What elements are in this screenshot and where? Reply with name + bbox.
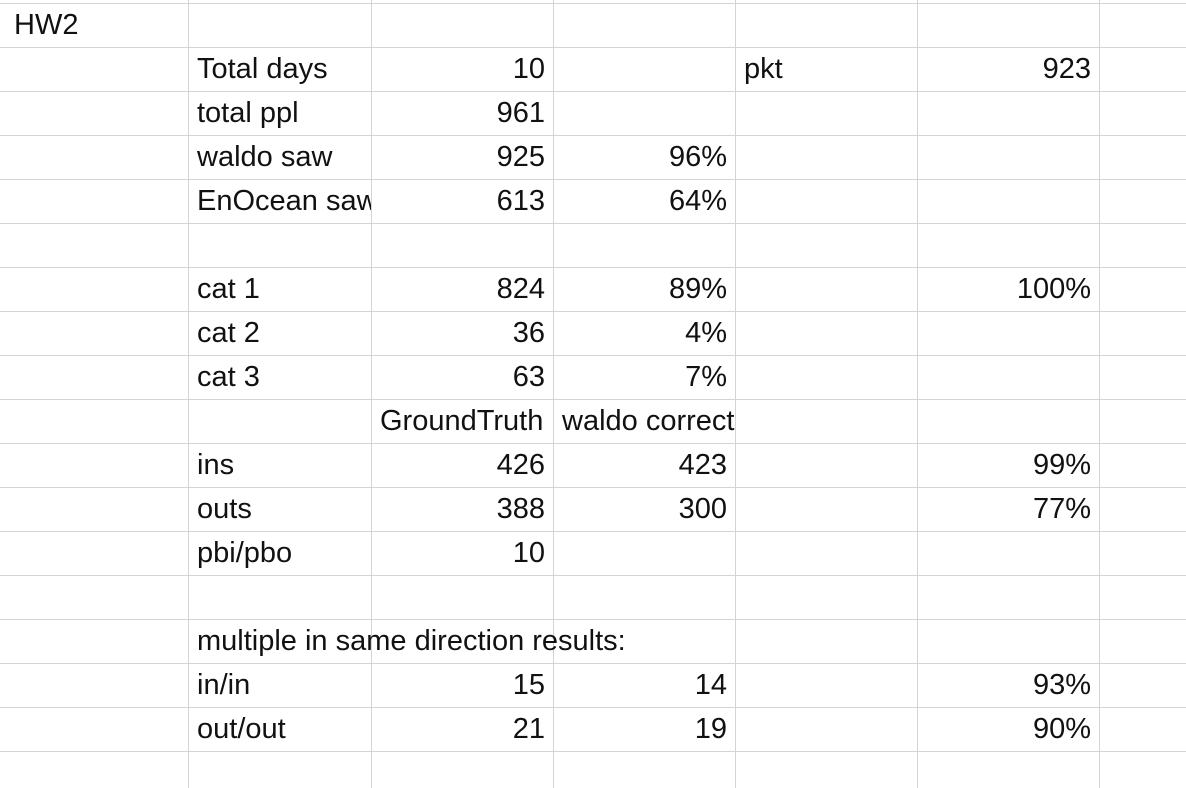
cell-value[interactable]: 426 [496,449,545,481]
cell-value[interactable]: 93% [1032,669,1091,701]
grid-line [0,355,1186,356]
grid-line [1099,0,1100,788]
cell-value[interactable]: 925 [496,141,545,173]
grid-line [188,0,189,788]
grid-line [0,751,1186,752]
cell-value[interactable]: 923 [1042,53,1091,85]
cell-value[interactable]: 36 [512,317,545,349]
cell-label[interactable]: in/in [197,669,251,701]
grid-line [0,619,1186,620]
cell-value[interactable]: 21 [512,713,545,745]
cell-value[interactable]: 63 [512,361,545,393]
cell-header[interactable]: waldo correct [562,405,735,437]
cell-value[interactable]: 15 [512,669,545,701]
cell-value[interactable]: 4% [685,317,727,349]
cell-value[interactable]: 19 [694,713,727,745]
cell-value[interactable]: 388 [496,493,545,525]
cell-value[interactable]: 90% [1032,713,1091,745]
grid-line [0,91,1186,92]
cell-value[interactable]: 300 [678,493,727,525]
grid-line [0,663,1186,664]
grid-line [0,311,1186,312]
cell-label[interactable]: multiple in same direction results: [197,625,626,657]
grid-line [371,0,372,788]
cell-label[interactable]: ins [197,449,235,481]
cell-label[interactable]: cat 3 [197,361,260,393]
grid-line [735,0,736,788]
grid-line [0,179,1186,180]
cell-label[interactable]: cat 1 [197,273,260,305]
grid-line [553,0,554,788]
cell-value[interactable]: 10 [512,537,545,569]
grid-line [0,267,1186,268]
cell-value[interactable]: 7% [685,361,727,393]
cell-value[interactable]: 961 [496,97,545,129]
cell-value[interactable]: 100% [1016,273,1091,305]
grid-line [0,399,1186,400]
cell-value[interactable]: 423 [678,449,727,481]
grid-line [0,47,1186,48]
cell-label[interactable]: Total days [197,53,328,85]
grid-line [917,0,918,788]
cell-label[interactable]: pbi/pbo [197,537,293,569]
cell-value[interactable]: 824 [496,273,545,305]
grid-line [0,3,1186,4]
grid-line [0,443,1186,444]
cell-a1[interactable]: HW2 [14,9,79,41]
cell-value[interactable]: 77% [1032,493,1091,525]
cell-value[interactable]: pkt [744,53,783,85]
grid-line [0,223,1186,224]
grid-line [0,531,1186,532]
cell-label[interactable]: cat 2 [197,317,260,349]
grid-line [0,707,1186,708]
cell-value[interactable]: 613 [496,185,545,217]
cell-label[interactable]: total ppl [197,97,299,129]
cell-label[interactable]: EnOcean saw [197,185,371,217]
grid-line [0,135,1186,136]
grid-line [0,575,1186,576]
cell-value[interactable]: 99% [1032,449,1091,481]
cell-label[interactable]: waldo saw [197,141,333,173]
cell-value[interactable]: 64% [668,185,727,217]
cell-label[interactable]: outs [197,493,252,525]
cell-value[interactable]: 10 [512,53,545,85]
cell-value[interactable]: 89% [668,273,727,305]
cell-value[interactable]: 96% [668,141,727,173]
cell-header[interactable]: GroundTruth [380,405,544,437]
grid-line [0,487,1186,488]
cell-label[interactable]: out/out [197,713,286,745]
cell-value[interactable]: 14 [694,669,727,701]
